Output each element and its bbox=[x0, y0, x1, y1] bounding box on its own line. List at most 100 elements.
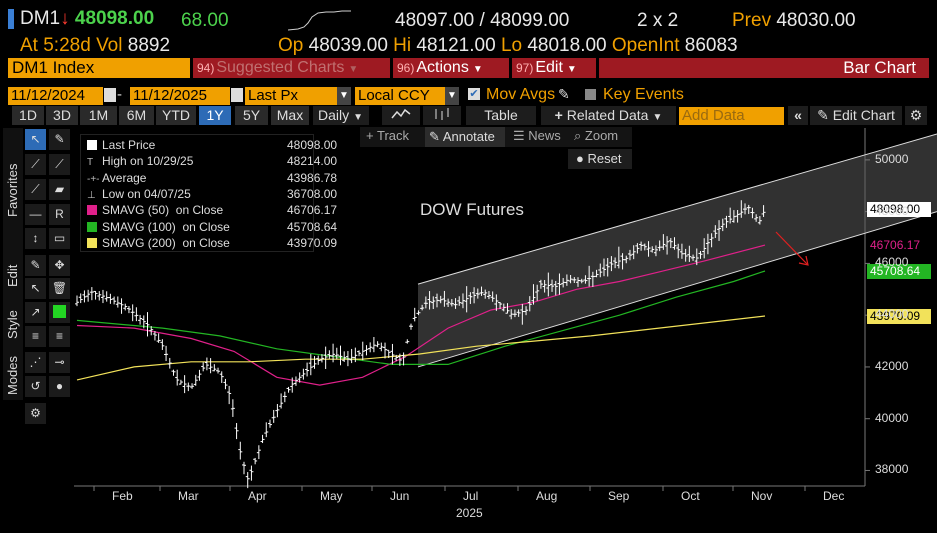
x-tick-label: May bbox=[320, 489, 343, 503]
calendar-icon[interactable] bbox=[231, 88, 243, 102]
price-tag: 48098.00 bbox=[867, 202, 931, 218]
legend-box-icon bbox=[87, 221, 97, 232]
tab-edit[interactable]: Edit bbox=[5, 264, 20, 288]
price-tag: 43970.09 bbox=[867, 308, 931, 324]
reset-icon: ● bbox=[576, 151, 584, 166]
security-field[interactable]: DM1 Index bbox=[8, 58, 190, 78]
tab-style[interactable]: Style bbox=[5, 310, 20, 340]
frequency-select[interactable]: Daily ▼ bbox=[313, 106, 369, 125]
x-tick-label: Jun bbox=[390, 489, 410, 503]
price-chart[interactable] bbox=[72, 128, 937, 533]
edit-chart-button[interactable]: ✎ Edit Chart bbox=[810, 106, 902, 125]
line-style-icon[interactable]: ≡ bbox=[49, 326, 70, 347]
arrow-draw-icon[interactable]: ↗ bbox=[25, 302, 46, 323]
legend-label: Last Price bbox=[102, 138, 156, 152]
related-data-label: Related Data bbox=[566, 107, 649, 123]
track-button[interactable]: + Track bbox=[366, 128, 409, 143]
legend-row: Last Price 48098.00 bbox=[87, 137, 337, 153]
period-1y[interactable]: 1Y bbox=[199, 106, 231, 125]
period-1d[interactable]: 1D bbox=[12, 106, 44, 125]
track-label: Track bbox=[376, 128, 410, 143]
actions-label: Actions bbox=[416, 59, 469, 76]
period-1m[interactable]: 1M bbox=[80, 106, 117, 125]
legend-row: -+- Average 43986.78 bbox=[87, 170, 337, 186]
mov-avgs-label[interactable]: Mov Avgs bbox=[486, 86, 556, 103]
moving-average-line bbox=[76, 244, 766, 386]
mov-avgs-checkbox[interactable]: ✔ bbox=[468, 88, 480, 100]
end-date-field[interactable]: 11/12/2025 bbox=[130, 87, 230, 105]
add-data-input[interactable]: Add Data bbox=[679, 107, 784, 125]
legend-box-icon bbox=[87, 237, 97, 248]
actions-button[interactable]: 96) Actions ▼ bbox=[393, 58, 509, 78]
x-tick-label: Jul bbox=[463, 489, 479, 503]
field-select[interactable]: Last Px bbox=[245, 87, 351, 105]
key-events-label[interactable]: Key Events bbox=[603, 86, 684, 103]
start-date-field[interactable]: 11/12/2024 bbox=[8, 87, 103, 105]
chart-annotation: DOW Futures bbox=[420, 200, 524, 219]
line-weight-icon[interactable]: ≡ bbox=[25, 326, 46, 347]
chevron-down-icon[interactable]: ▼ bbox=[445, 87, 459, 105]
gear-icon[interactable]: ⚙ bbox=[25, 403, 46, 424]
news-button[interactable]: ☰ News bbox=[513, 128, 561, 144]
line-chart-icon[interactable] bbox=[382, 106, 420, 125]
channel-icon[interactable]: ▰ bbox=[49, 179, 70, 200]
zoom-button[interactable]: ⌕ Zoom bbox=[574, 128, 618, 144]
pen-icon[interactable]: ✎ bbox=[49, 129, 70, 150]
table-button[interactable]: Table bbox=[466, 106, 536, 125]
pencil-icon[interactable]: ✎ bbox=[558, 86, 570, 102]
gear-icon[interactable]: ⚙ bbox=[905, 106, 927, 125]
cursor-icon[interactable]: ↖ bbox=[25, 129, 46, 150]
period-3d[interactable]: 3D bbox=[46, 106, 78, 125]
snap-icon[interactable]: ⊸ bbox=[49, 352, 70, 373]
legend-label: SMAVG (200) on Close bbox=[102, 235, 230, 250]
suggested-charts-button[interactable]: 94) Suggested Charts ▼ bbox=[193, 58, 390, 78]
trendline-icon[interactable]: ⟋ bbox=[25, 154, 46, 175]
period-max[interactable]: Max bbox=[271, 106, 309, 125]
caret-down-icon: ▼ bbox=[472, 64, 483, 75]
ray-icon[interactable]: ⟋ bbox=[49, 154, 70, 175]
brush-icon[interactable]: ✎ bbox=[25, 255, 46, 276]
suggested-label: Suggested Charts bbox=[216, 59, 345, 76]
tab-favorites[interactable]: Favorites bbox=[5, 163, 20, 217]
pointer-icon[interactable]: ↖ bbox=[25, 278, 46, 299]
horizontal-line-icon[interactable]: — bbox=[25, 204, 46, 225]
reset-button[interactable]: ● Reset bbox=[568, 149, 632, 169]
chart-type-title: Bar Chart bbox=[599, 58, 929, 78]
currency-select[interactable]: Local CCY bbox=[355, 87, 459, 105]
high-price: 48121.00 bbox=[416, 35, 496, 56]
period-5y[interactable]: 5Y bbox=[235, 106, 268, 125]
annotate-button[interactable]: ✎ Annotate bbox=[425, 127, 505, 147]
volume: 8892 bbox=[127, 35, 171, 56]
at-label: At bbox=[20, 35, 38, 56]
quote-time: 5:28d bbox=[43, 35, 91, 56]
period-6m[interactable]: 6M bbox=[119, 106, 154, 125]
ticker-symbol[interactable]: DM1 bbox=[20, 8, 61, 29]
palette-icon[interactable]: ● bbox=[49, 376, 70, 397]
key-events-checkbox[interactable] bbox=[585, 89, 596, 100]
regression-channel bbox=[418, 134, 937, 367]
high-label: Hi bbox=[393, 35, 412, 56]
magnifier-icon: ⌕ bbox=[574, 128, 582, 143]
tab-modes[interactable]: Modes bbox=[5, 355, 20, 396]
edit-button[interactable]: 97) Edit ▼ bbox=[512, 58, 596, 78]
chevron-down-icon[interactable]: ▼ bbox=[337, 87, 351, 105]
rectangle-icon[interactable]: ▭ bbox=[49, 228, 70, 249]
legend-perp-icon: ⊥ bbox=[87, 189, 96, 201]
fibonacci-icon[interactable]: ↕ bbox=[25, 228, 46, 249]
legend-value: 43986.78 bbox=[287, 170, 338, 185]
color-swatch-icon[interactable] bbox=[49, 302, 70, 323]
trash-icon[interactable]: 🗑 bbox=[49, 278, 70, 299]
segment-icon[interactable]: ⟋ bbox=[25, 179, 46, 200]
prev-close: 48030.00 bbox=[776, 10, 856, 31]
collapse-icon[interactable]: « bbox=[788, 106, 808, 125]
dotted-line-icon[interactable]: ⋰ bbox=[25, 352, 46, 373]
period-ytd[interactable]: YTD bbox=[156, 106, 196, 125]
x-tick-label: Apr bbox=[248, 489, 267, 503]
calendar-icon[interactable] bbox=[104, 88, 116, 102]
plus-icon: + bbox=[554, 107, 563, 123]
move-icon[interactable]: ✥ bbox=[49, 255, 70, 276]
text-icon[interactable]: R bbox=[49, 204, 70, 225]
related-data-button[interactable]: + Related Data ▼ bbox=[541, 106, 676, 125]
undo-icon[interactable]: ↺ bbox=[25, 376, 46, 397]
bar-style-icon[interactable] bbox=[423, 106, 461, 125]
